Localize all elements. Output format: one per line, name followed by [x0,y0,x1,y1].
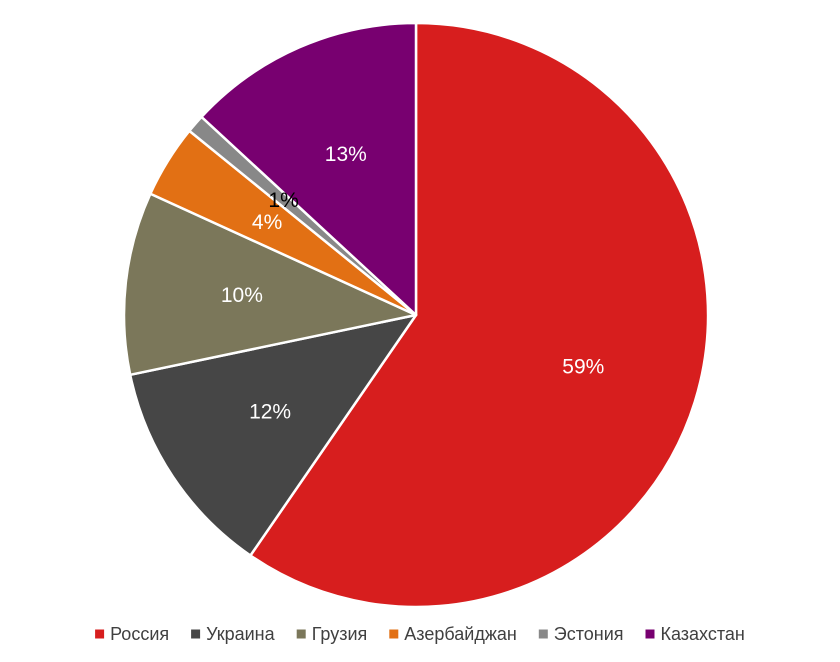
legend-label-0: Россия [110,624,169,644]
legend-label-2: Грузия [312,624,368,644]
legend-label-1: Украина [206,624,276,644]
legend-label-4: Эстония [554,624,624,644]
slice-label-4: 1% [268,189,298,212]
legend-swatch-1 [191,629,201,639]
pie-slices [122,21,710,609]
legend-item-5: Казахстан [645,624,745,644]
slice-labels: 59% 12% 10% 4%1% 13% [221,143,604,424]
pie-slice-5 [200,21,418,317]
legend: Россия Украина Грузия Азербайджан Эстония Каз… [95,624,745,644]
slice-label-1: 12% [249,401,291,424]
slice-label-2: 10% [221,284,263,307]
slice-label-5: 13% [325,143,367,166]
legend-item-4: Эстония [538,624,624,644]
slice-label-3: 4% [252,211,282,234]
slice-label-0: 59% [562,356,604,379]
pie-slice-1 [128,313,418,557]
legend-item-0: Россия [95,624,169,644]
legend-swatch-2 [296,629,306,639]
legend-item-1: Украина [191,624,276,644]
legend-swatch-4 [538,629,548,639]
legend-item-3: Азербайджан [389,624,517,644]
legend-item-2: Грузия [296,624,368,644]
legend-swatch-5 [645,629,655,639]
legend-swatch-3 [389,629,399,639]
pie-slice-0 [249,21,710,609]
legend-swatch-0 [95,629,105,639]
legend-label-5: Казахстан [661,624,745,644]
legend-label-3: Азербайджан [404,624,517,644]
pie-slice-2 [122,192,418,377]
